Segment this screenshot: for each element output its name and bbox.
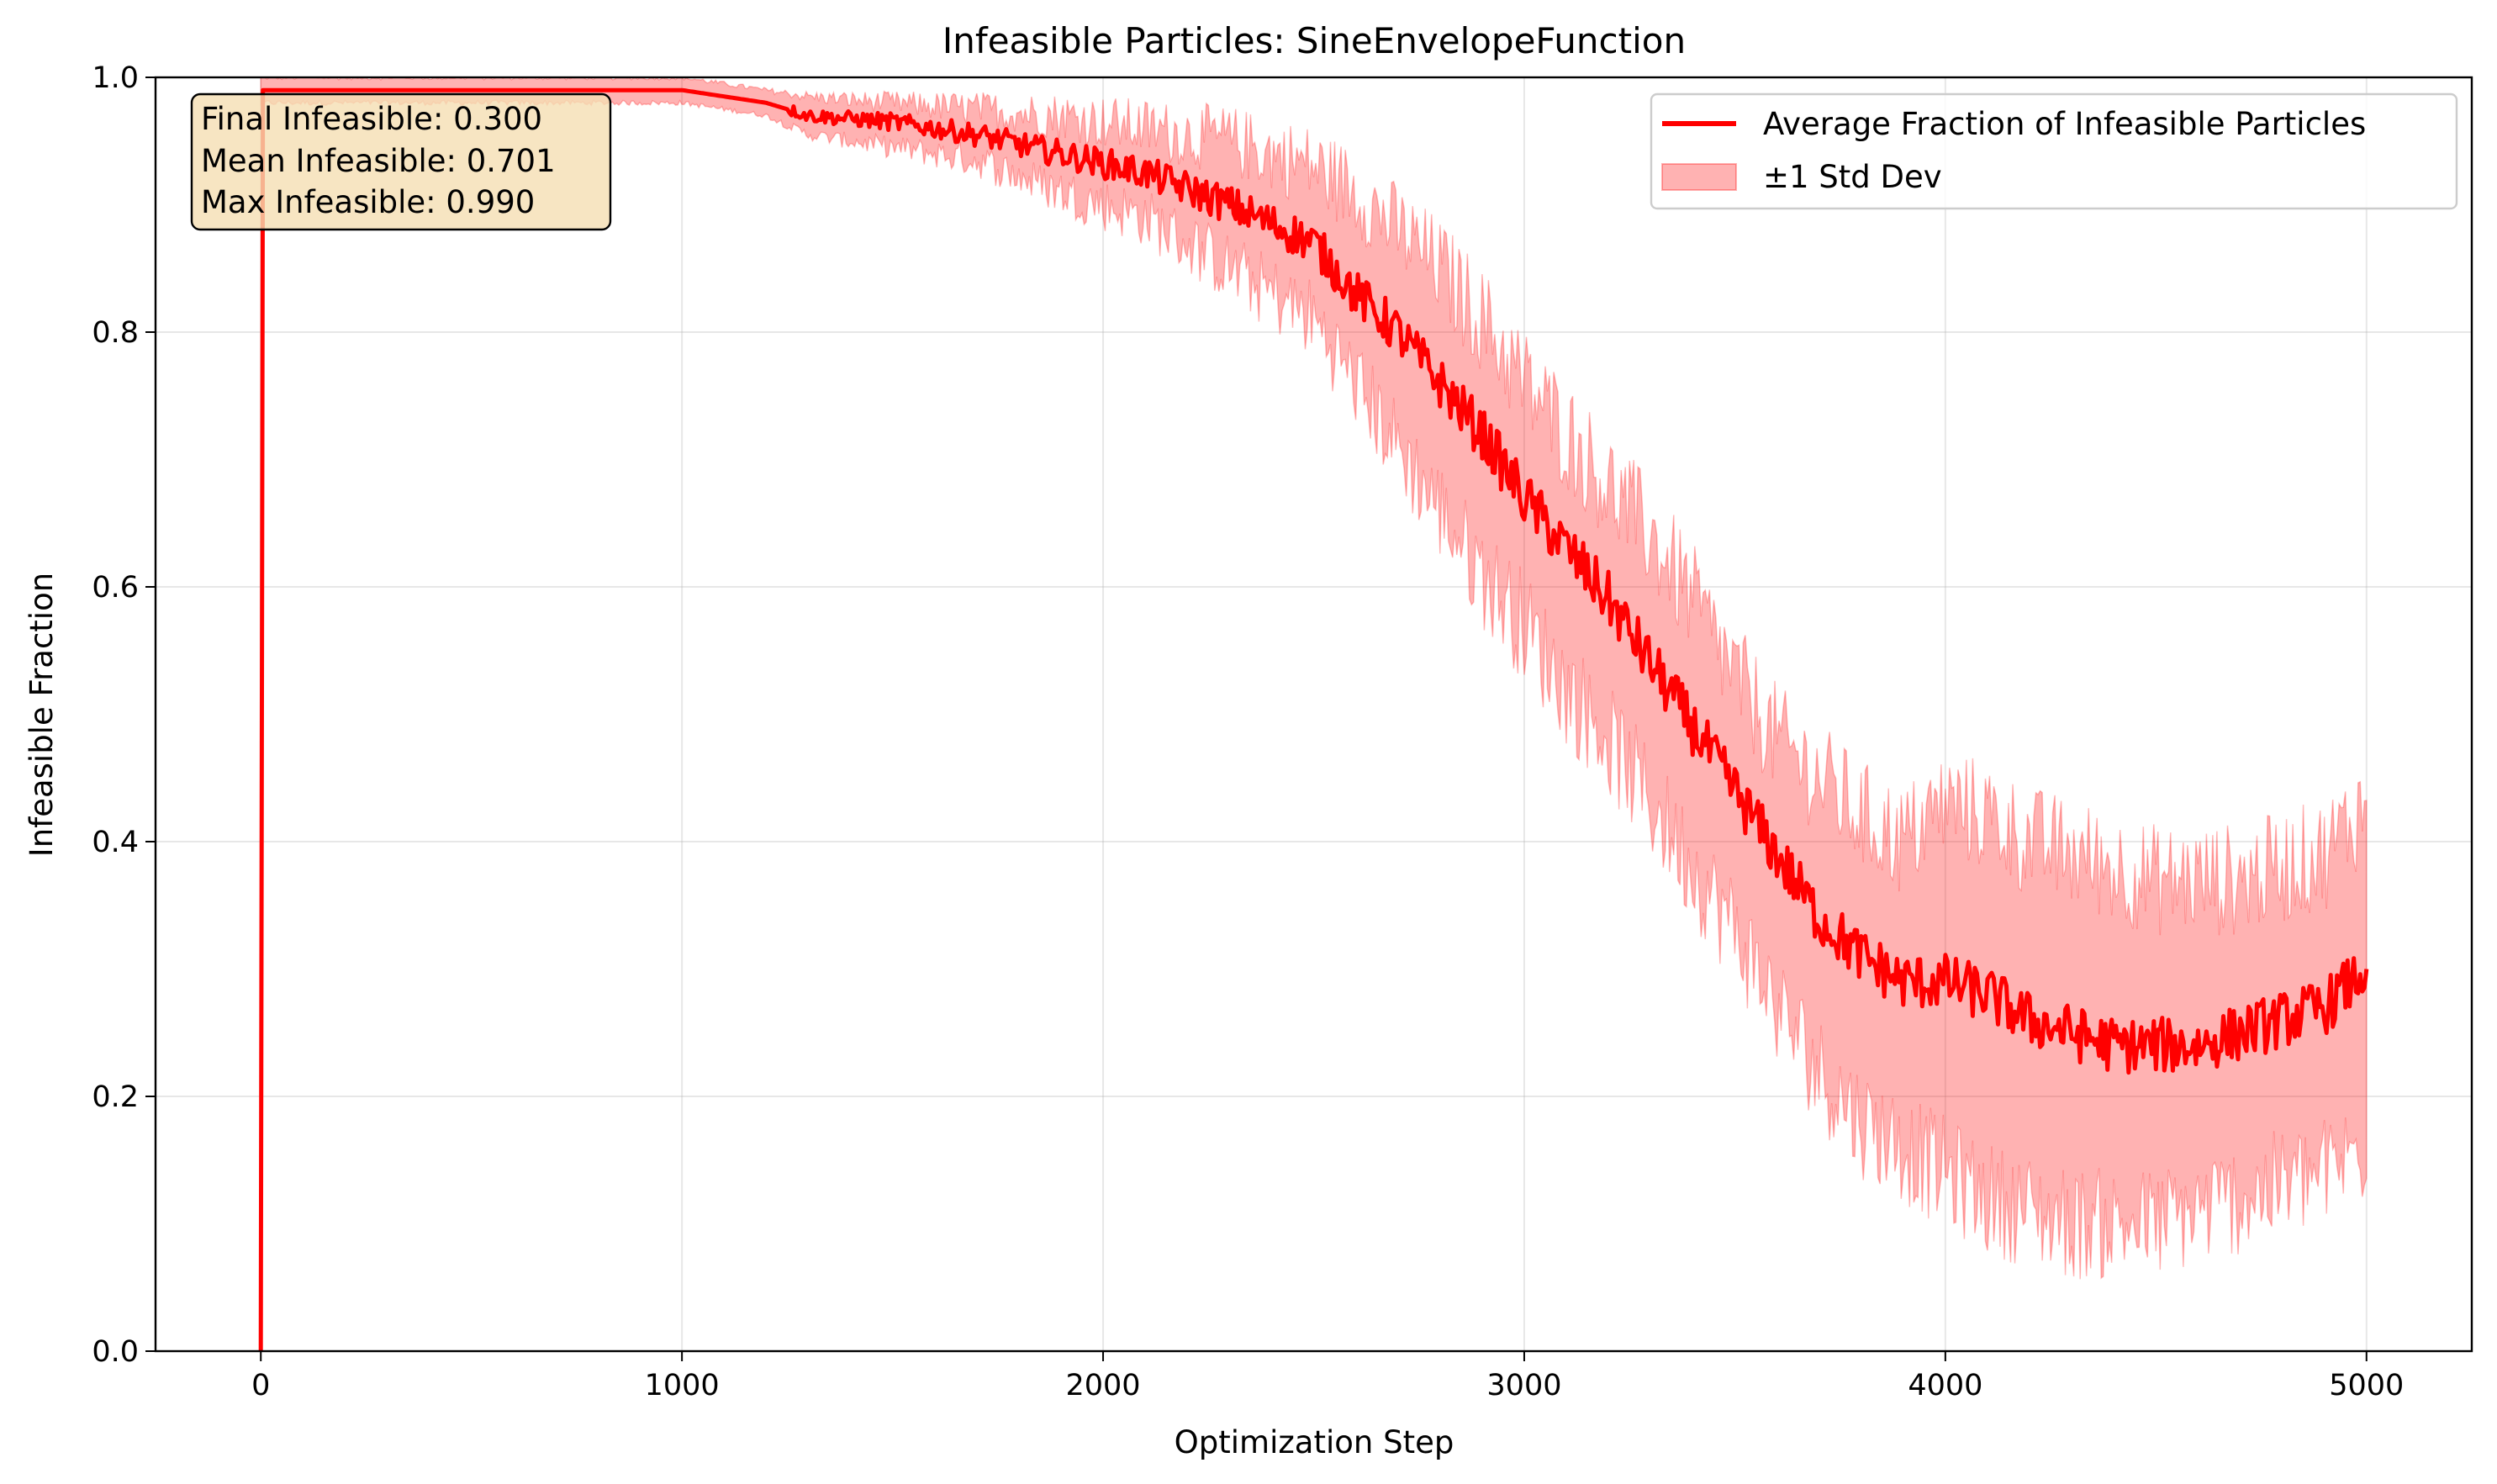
y-axis-label: Infeasible Fraction <box>24 573 60 857</box>
stats-annotation: Final Infeasible: 0.300 Mean Infeasible:… <box>190 92 612 231</box>
average-line <box>258 87 2369 1352</box>
stats-annotation-box <box>190 92 612 231</box>
legend-box <box>1650 92 2458 210</box>
y-tick-label: 0.0 <box>92 1335 139 1369</box>
x-tick-label: 5000 <box>2329 1369 2404 1402</box>
legend-band-swatch <box>1661 163 1737 191</box>
legend: Average Fraction of Infeasible Particles… <box>1650 92 2458 210</box>
final-infeasible-text: Final Infeasible: 0.300 <box>201 101 542 137</box>
std-dev-band <box>260 76 2368 1280</box>
y-tick-label: 0.8 <box>92 316 139 350</box>
legend-entry-average: Average Fraction of Infeasible Particles <box>1763 106 2366 142</box>
legend-entry-std-dev: ±1 Std Dev <box>1763 159 1942 195</box>
x-tick-label: 4000 <box>1908 1369 1982 1402</box>
y-tick-label: 0.2 <box>92 1080 139 1114</box>
x-tick-label: 3000 <box>1486 1369 1561 1402</box>
plot-frame <box>154 76 2473 1353</box>
axis-ticks: 0 1000 2000 3000 4000 5000 0.0 0.2 0.4 0.6 0.8 1.0 <box>92 61 2404 1402</box>
max-infeasible-text: Max Infeasible: 0.990 <box>201 184 535 220</box>
x-tick-label: 0 <box>251 1369 270 1402</box>
y-tick-label: 0.4 <box>92 826 139 859</box>
y-tick-label: 0.6 <box>92 571 139 605</box>
average-line-layer <box>258 87 2369 1352</box>
chart-title: Infeasible Particles: SineEnvelopeFuncti… <box>942 20 1686 61</box>
mean-infeasible-text: Mean Infeasible: 0.701 <box>201 143 556 179</box>
x-tick-label: 2000 <box>1066 1369 1141 1402</box>
std-dev-band-layer <box>260 76 2368 1280</box>
x-tick-label: 1000 <box>645 1369 720 1402</box>
x-axis-label: Optimization Step <box>1175 1424 1454 1460</box>
y-tick-label: 1.0 <box>92 61 139 95</box>
